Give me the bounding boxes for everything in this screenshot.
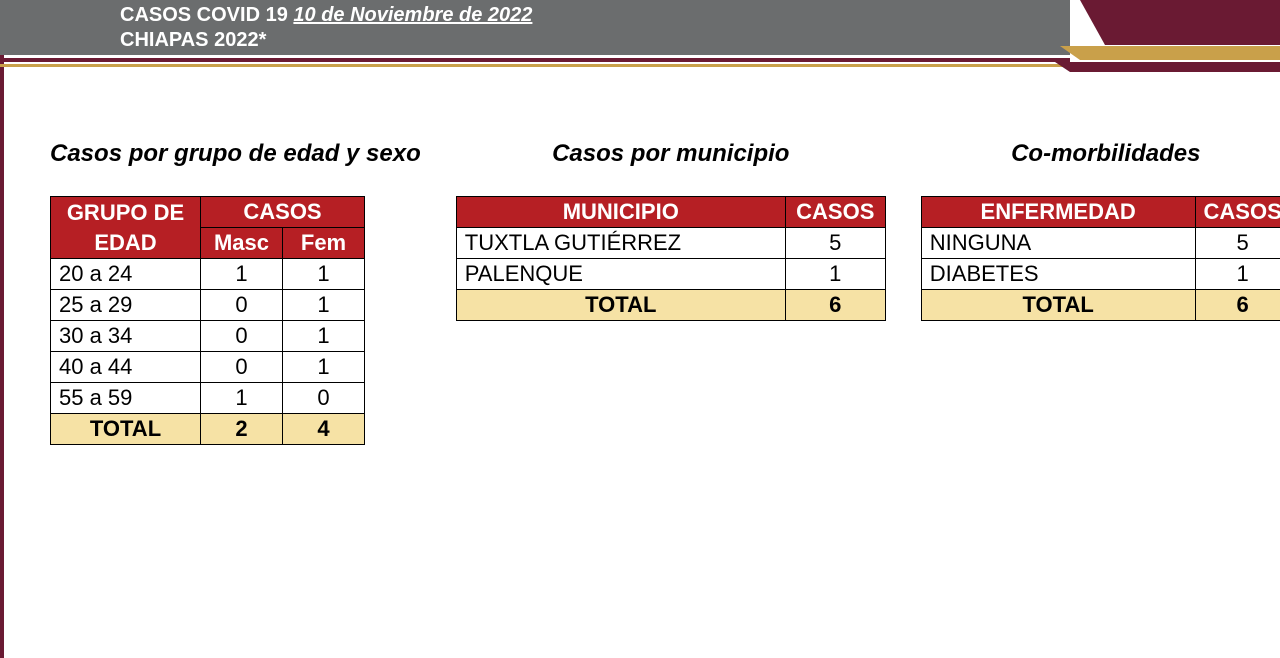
cell-cases: 1 (785, 259, 885, 290)
table-row-total: TOTAL6 (921, 290, 1280, 321)
th-masc: Masc (201, 228, 283, 259)
header-title: CASOS COVID 19 10 de Noviembre de 2022 (120, 4, 1070, 27)
header-stripes (0, 55, 1070, 69)
cell-masc: 1 (201, 259, 283, 290)
th-cases: CASOS (785, 197, 885, 228)
table-row: 20 a 2411 (51, 259, 365, 290)
th-enfermedad: ENFERMEDAD (921, 197, 1195, 228)
cell-total-fem: 4 (283, 414, 365, 445)
cell-group: 20 a 24 (51, 259, 201, 290)
table-comorb: ENFERMEDAD CASOS NINGUNA5 DIABETES1 TOTA… (921, 196, 1280, 321)
muni-title: Casos por municipio (456, 140, 886, 168)
table-row: 25 a 2901 (51, 290, 365, 321)
cell-total-label: TOTAL (51, 414, 201, 445)
age-title: Casos por grupo de edad y sexo (50, 140, 421, 168)
cell-total-cases: 6 (785, 290, 885, 321)
cell-cases: 5 (785, 228, 885, 259)
table-age-sex: GRUPO DE EDAD CASOS Masc Fem 20 a 2411 2… (50, 196, 365, 445)
th-fem: Fem (283, 228, 365, 259)
table-row-total: TOTAL24 (51, 414, 365, 445)
section-municipio: Casos por municipio MUNICIPIO CASOS TUXT… (456, 140, 886, 321)
cell-enf: NINGUNA (921, 228, 1195, 259)
table-row: DIABETES1 (921, 259, 1280, 290)
table-row: TUXTLA GUTIÉRREZ5 (456, 228, 885, 259)
cell-fem: 0 (283, 383, 365, 414)
cell-masc: 0 (201, 321, 283, 352)
cell-masc: 0 (201, 352, 283, 383)
cell-group: 40 a 44 (51, 352, 201, 383)
cell-fem: 1 (283, 352, 365, 383)
content: Casos por grupo de edad y sexo GRUPO DE … (50, 140, 1230, 445)
cell-fem: 1 (283, 321, 365, 352)
cell-total-masc: 2 (201, 414, 283, 445)
header-subtitle: CHIAPAS 2022* (120, 29, 1070, 52)
left-accent-bar (0, 0, 4, 658)
table-row: 55 a 5910 (51, 383, 365, 414)
table-row: NINGUNA5 (921, 228, 1280, 259)
th-municipio: MUNICIPIO (456, 197, 785, 228)
table-row: 40 a 4401 (51, 352, 365, 383)
cell-fem: 1 (283, 290, 365, 321)
cell-group: 25 a 29 (51, 290, 201, 321)
corner-ornament (1050, 0, 1280, 80)
header-grey-bar: CASOS COVID 19 10 de Noviembre de 2022 C… (0, 0, 1070, 55)
cell-fem: 1 (283, 259, 365, 290)
table-row: PALENQUE1 (456, 259, 885, 290)
table-municipio: MUNICIPIO CASOS TUXTLA GUTIÉRREZ5 PALENQ… (456, 196, 886, 321)
section-comorb: Co-morbilidades ENFERMEDAD CASOS NINGUNA… (921, 140, 1280, 321)
th-group: GRUPO DE EDAD (51, 197, 201, 259)
table-row-total: TOTAL6 (456, 290, 885, 321)
cell-total-cases: 6 (1195, 290, 1280, 321)
header-date: 10 de Noviembre de 2022 (293, 4, 532, 26)
cell-group: 55 a 59 (51, 383, 201, 414)
comorb-title: Co-morbilidades (921, 140, 1280, 168)
table-row: 30 a 3401 (51, 321, 365, 352)
cell-muni: TUXTLA GUTIÉRREZ (456, 228, 785, 259)
th-cases: CASOS (1195, 197, 1280, 228)
cell-muni: PALENQUE (456, 259, 785, 290)
cell-cases: 1 (1195, 259, 1280, 290)
cell-cases: 5 (1195, 228, 1280, 259)
th-cases: CASOS (201, 197, 365, 228)
cell-masc: 0 (201, 290, 283, 321)
header: CASOS COVID 19 10 de Noviembre de 2022 C… (0, 0, 1280, 60)
cell-enf: DIABETES (921, 259, 1195, 290)
section-age-sex: Casos por grupo de edad y sexo GRUPO DE … (50, 140, 421, 445)
cell-masc: 1 (201, 383, 283, 414)
header-prefix: CASOS COVID 19 (120, 4, 293, 26)
cell-total-label: TOTAL (921, 290, 1195, 321)
cell-total-label: TOTAL (456, 290, 785, 321)
cell-group: 30 a 34 (51, 321, 201, 352)
